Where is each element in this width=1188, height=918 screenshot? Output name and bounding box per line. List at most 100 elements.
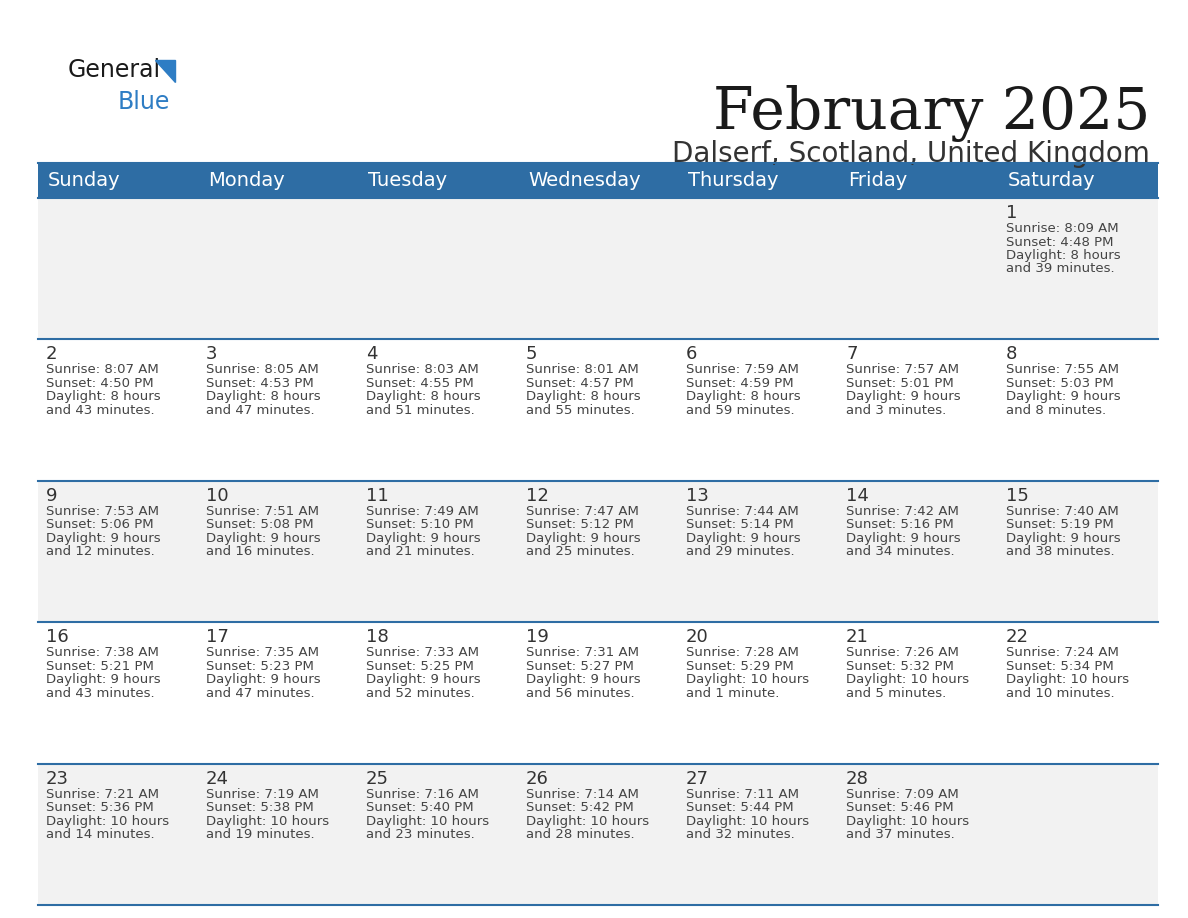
- Text: Sunset: 4:53 PM: Sunset: 4:53 PM: [206, 377, 314, 390]
- Text: Sunrise: 8:07 AM: Sunrise: 8:07 AM: [46, 364, 159, 376]
- Text: and 10 minutes.: and 10 minutes.: [1006, 687, 1114, 700]
- Text: and 47 minutes.: and 47 minutes.: [206, 404, 315, 417]
- Text: 24: 24: [206, 769, 229, 788]
- Text: Sunset: 5:32 PM: Sunset: 5:32 PM: [846, 660, 954, 673]
- Bar: [358, 622, 518, 764]
- Text: Daylight: 9 hours: Daylight: 9 hours: [846, 532, 961, 544]
- Text: Sunset: 5:34 PM: Sunset: 5:34 PM: [1006, 660, 1114, 673]
- Text: Daylight: 8 hours: Daylight: 8 hours: [1006, 249, 1120, 262]
- Text: and 14 minutes.: and 14 minutes.: [46, 828, 154, 841]
- Text: Daylight: 10 hours: Daylight: 10 hours: [46, 814, 169, 828]
- Text: 23: 23: [46, 769, 69, 788]
- Bar: [678, 764, 838, 905]
- Bar: [198, 340, 358, 481]
- Text: 21: 21: [846, 628, 868, 646]
- Bar: [678, 340, 838, 481]
- Text: Sunset: 4:57 PM: Sunset: 4:57 PM: [526, 377, 633, 390]
- Text: and 16 minutes.: and 16 minutes.: [206, 545, 315, 558]
- Text: Blue: Blue: [118, 90, 170, 114]
- Text: 4: 4: [366, 345, 378, 364]
- Text: Daylight: 8 hours: Daylight: 8 hours: [206, 390, 321, 403]
- Text: Sunrise: 7:40 AM: Sunrise: 7:40 AM: [1006, 505, 1119, 518]
- Text: Sunset: 5:46 PM: Sunset: 5:46 PM: [846, 801, 954, 814]
- Bar: [838, 764, 998, 905]
- Text: Daylight: 10 hours: Daylight: 10 hours: [685, 673, 809, 686]
- Text: Daylight: 9 hours: Daylight: 9 hours: [685, 532, 801, 544]
- Bar: [38, 340, 198, 481]
- Text: 14: 14: [846, 487, 868, 505]
- Text: and 19 minutes.: and 19 minutes.: [206, 828, 315, 841]
- Text: Sunrise: 7:14 AM: Sunrise: 7:14 AM: [526, 788, 639, 800]
- Bar: [838, 198, 998, 340]
- Text: 16: 16: [46, 628, 69, 646]
- Bar: [678, 481, 838, 622]
- Text: Sunrise: 7:11 AM: Sunrise: 7:11 AM: [685, 788, 800, 800]
- Text: 20: 20: [685, 628, 709, 646]
- Text: and 59 minutes.: and 59 minutes.: [685, 404, 795, 417]
- Text: and 34 minutes.: and 34 minutes.: [846, 545, 955, 558]
- Text: Daylight: 9 hours: Daylight: 9 hours: [1006, 532, 1120, 544]
- Text: Daylight: 10 hours: Daylight: 10 hours: [526, 814, 649, 828]
- Bar: [998, 198, 1158, 340]
- Bar: [198, 764, 358, 905]
- Text: Sunrise: 7:51 AM: Sunrise: 7:51 AM: [206, 505, 320, 518]
- Text: Daylight: 10 hours: Daylight: 10 hours: [846, 673, 969, 686]
- Bar: [518, 163, 678, 198]
- Text: Sunrise: 7:24 AM: Sunrise: 7:24 AM: [1006, 646, 1119, 659]
- Text: Daylight: 9 hours: Daylight: 9 hours: [206, 673, 321, 686]
- Text: Daylight: 10 hours: Daylight: 10 hours: [846, 814, 969, 828]
- Text: Daylight: 8 hours: Daylight: 8 hours: [366, 390, 481, 403]
- Text: Daylight: 9 hours: Daylight: 9 hours: [366, 532, 481, 544]
- Text: February 2025: February 2025: [713, 85, 1150, 142]
- Text: Sunrise: 7:19 AM: Sunrise: 7:19 AM: [206, 788, 318, 800]
- Bar: [358, 340, 518, 481]
- Text: Sunset: 5:16 PM: Sunset: 5:16 PM: [846, 519, 954, 532]
- Bar: [358, 163, 518, 198]
- Text: and 39 minutes.: and 39 minutes.: [1006, 263, 1114, 275]
- Text: Sunday: Sunday: [48, 171, 121, 190]
- Text: Sunrise: 7:35 AM: Sunrise: 7:35 AM: [206, 646, 320, 659]
- Text: Sunset: 5:01 PM: Sunset: 5:01 PM: [846, 377, 954, 390]
- Text: Sunset: 5:42 PM: Sunset: 5:42 PM: [526, 801, 633, 814]
- Text: and 12 minutes.: and 12 minutes.: [46, 545, 154, 558]
- Text: Monday: Monday: [208, 171, 285, 190]
- Text: 10: 10: [206, 487, 228, 505]
- Text: Saturday: Saturday: [1007, 171, 1095, 190]
- Bar: [198, 163, 358, 198]
- Text: Daylight: 9 hours: Daylight: 9 hours: [526, 673, 640, 686]
- Bar: [678, 198, 838, 340]
- Text: Thursday: Thursday: [688, 171, 778, 190]
- Text: Sunrise: 7:59 AM: Sunrise: 7:59 AM: [685, 364, 798, 376]
- Bar: [358, 198, 518, 340]
- Bar: [998, 764, 1158, 905]
- Text: Daylight: 10 hours: Daylight: 10 hours: [1006, 673, 1129, 686]
- Text: 19: 19: [526, 628, 549, 646]
- Text: Sunset: 5:38 PM: Sunset: 5:38 PM: [206, 801, 314, 814]
- Text: 22: 22: [1006, 628, 1029, 646]
- Text: and 38 minutes.: and 38 minutes.: [1006, 545, 1114, 558]
- Text: Sunrise: 7:49 AM: Sunrise: 7:49 AM: [366, 505, 479, 518]
- Bar: [838, 163, 998, 198]
- Text: 17: 17: [206, 628, 229, 646]
- Text: Sunrise: 8:09 AM: Sunrise: 8:09 AM: [1006, 222, 1119, 235]
- Text: and 21 minutes.: and 21 minutes.: [366, 545, 475, 558]
- Bar: [38, 481, 198, 622]
- Bar: [198, 481, 358, 622]
- Text: Sunrise: 7:33 AM: Sunrise: 7:33 AM: [366, 646, 479, 659]
- Text: Sunset: 4:59 PM: Sunset: 4:59 PM: [685, 377, 794, 390]
- Text: and 43 minutes.: and 43 minutes.: [46, 404, 154, 417]
- Text: Sunset: 5:44 PM: Sunset: 5:44 PM: [685, 801, 794, 814]
- Text: Dalserf, Scotland, United Kingdom: Dalserf, Scotland, United Kingdom: [672, 140, 1150, 168]
- Text: Daylight: 8 hours: Daylight: 8 hours: [685, 390, 801, 403]
- Text: Sunrise: 7:28 AM: Sunrise: 7:28 AM: [685, 646, 798, 659]
- Text: Sunrise: 7:21 AM: Sunrise: 7:21 AM: [46, 788, 159, 800]
- Bar: [838, 340, 998, 481]
- Text: Sunset: 4:50 PM: Sunset: 4:50 PM: [46, 377, 153, 390]
- Bar: [998, 163, 1158, 198]
- Text: General: General: [68, 58, 162, 82]
- Text: Daylight: 9 hours: Daylight: 9 hours: [206, 532, 321, 544]
- Text: Sunset: 4:48 PM: Sunset: 4:48 PM: [1006, 236, 1113, 249]
- Text: Daylight: 8 hours: Daylight: 8 hours: [526, 390, 640, 403]
- Text: 13: 13: [685, 487, 709, 505]
- Text: Sunset: 5:25 PM: Sunset: 5:25 PM: [366, 660, 474, 673]
